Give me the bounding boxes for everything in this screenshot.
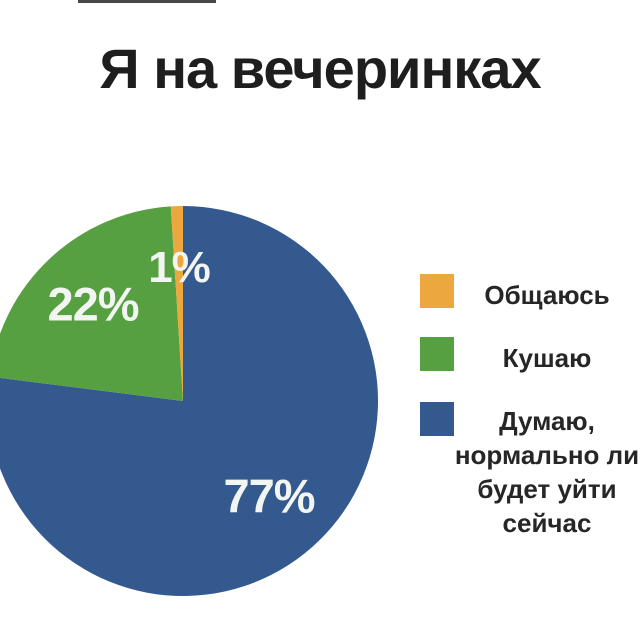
legend-label-socialize: Общаюсь bbox=[484, 280, 610, 310]
pie-data-label-socialize: 1% bbox=[148, 243, 211, 292]
legend-label-eat: Кушаю bbox=[502, 343, 592, 373]
pie-slice-think bbox=[0, 206, 378, 596]
cropped-artifact-bar bbox=[78, 0, 216, 3]
legend-swatch-socialize bbox=[420, 274, 454, 308]
legend-swatch-eat bbox=[420, 337, 454, 371]
pie-data-label-think: 77% bbox=[223, 469, 315, 523]
legend-label-think: Думаю, нормально ли будет уйти сейчас bbox=[454, 406, 640, 538]
chart-title: Я на вечеринках bbox=[99, 37, 541, 100]
pie-slice-eat bbox=[0, 206, 183, 401]
legend-swatch-think bbox=[420, 402, 454, 436]
pie-slice-socialize bbox=[170, 205, 183, 401]
pie-data-label-eat: 22% bbox=[47, 277, 139, 331]
